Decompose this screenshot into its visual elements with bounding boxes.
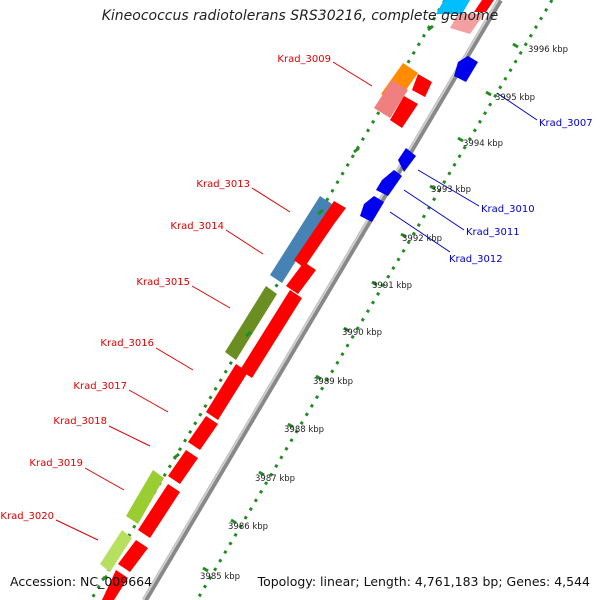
- feature-krad3019: [126, 470, 164, 524]
- gene-label-krad3012[interactable]: Krad_3012: [449, 254, 503, 265]
- ruler-label: 3991 kbp: [372, 281, 412, 291]
- ruler-label: 3989 kbp: [313, 377, 353, 387]
- ruler-label: 3996 kbp: [528, 45, 568, 55]
- gene-label-krad3018[interactable]: Krad_3018: [53, 416, 107, 427]
- gene-arrow: [102, 570, 128, 600]
- feature-krad3015: [225, 286, 277, 360]
- gene-label-krad3020[interactable]: Krad_3020: [0, 511, 54, 522]
- ruler-label: 3994 kbp: [463, 139, 503, 149]
- outer-right-track: [195, 0, 554, 600]
- gene-arrow: [474, 0, 494, 12]
- feature-pink-top: [450, 14, 484, 34]
- gene-arrow: [138, 484, 180, 538]
- feature-cyan-top: [436, 0, 470, 14]
- gene-arrow-reverse: [398, 148, 416, 172]
- reverse-genes: [360, 56, 478, 222]
- map-title: Kineococcus radiotolerans SRS30216, comp…: [101, 8, 499, 24]
- ruler-ticks: [202, 42, 519, 573]
- left-ticks: [101, 24, 434, 582]
- left-connectors: [55, 61, 373, 541]
- gene-label-krad3016[interactable]: Krad_3016: [100, 338, 154, 349]
- ruler-label: 3995 kbp: [495, 93, 535, 103]
- gene-label-krad3013[interactable]: Krad_3013: [196, 179, 250, 190]
- gene-arrow: [188, 416, 218, 450]
- gene-label-krad3010[interactable]: Krad_3010: [481, 204, 535, 215]
- ruler-label: 3990 kbp: [342, 328, 382, 338]
- gene-arrow: [118, 540, 148, 572]
- forward-genes: [102, 0, 494, 600]
- gene-arrow: [206, 364, 248, 420]
- gene-arrow: [168, 450, 198, 484]
- gene-arrow: [240, 290, 302, 378]
- gene-arrow-reverse: [376, 170, 402, 196]
- ruler-label: 3993 kbp: [431, 185, 471, 195]
- accession-text: Accession: NC_009664: [10, 574, 153, 589]
- ruler-label: 3986 kbp: [228, 522, 268, 532]
- ruler-label: 3988 kbp: [284, 425, 324, 435]
- gene-arrow: [286, 262, 316, 294]
- left-gene-labels: Krad_3009 Krad_3013 Krad_3014 Krad_3015 …: [0, 54, 331, 522]
- gene-arrow: [390, 96, 418, 128]
- gene-arrow: [412, 74, 432, 97]
- gene-arrow-reverse: [360, 196, 384, 222]
- ruler-label: 3992 kbp: [402, 234, 442, 244]
- gene-arrow: [294, 201, 346, 268]
- feature-pink: [374, 80, 408, 118]
- feature-krad3020: [100, 530, 132, 572]
- genome-backbone-highlight: [142, 0, 499, 600]
- gene-label-krad3014[interactable]: Krad_3014: [170, 221, 224, 232]
- gene-label-krad3007[interactable]: Krad_3007: [539, 118, 593, 129]
- genome-backbone: [142, 0, 503, 600]
- gene-label-krad3019[interactable]: Krad_3019: [29, 458, 83, 469]
- left-feature-boxes: [100, 0, 484, 572]
- gene-label-krad3017[interactable]: Krad_3017: [73, 381, 127, 392]
- ruler-label: 3987 kbp: [255, 474, 295, 484]
- ruler-labels: 3996 kbp 3995 kbp 3994 kbp 3993 kbp 3992…: [200, 45, 568, 582]
- feature-krad3013: [270, 196, 332, 283]
- right-connectors: [389, 92, 538, 253]
- topology-text: Topology: linear; Length: 4,761,183 bp; …: [257, 574, 590, 589]
- gene-label-krad3015[interactable]: Krad_3015: [136, 277, 190, 288]
- gene-label-krad3011[interactable]: Krad_3011: [466, 227, 520, 238]
- ruler-label: 3985 kbp: [200, 572, 240, 582]
- right-gene-labels: Krad_3007 Krad_3010 Krad_3011 Krad_3012: [449, 118, 593, 265]
- gene-label-krad3009[interactable]: Krad_3009: [277, 54, 331, 65]
- gene-arrow-reverse: [454, 56, 478, 82]
